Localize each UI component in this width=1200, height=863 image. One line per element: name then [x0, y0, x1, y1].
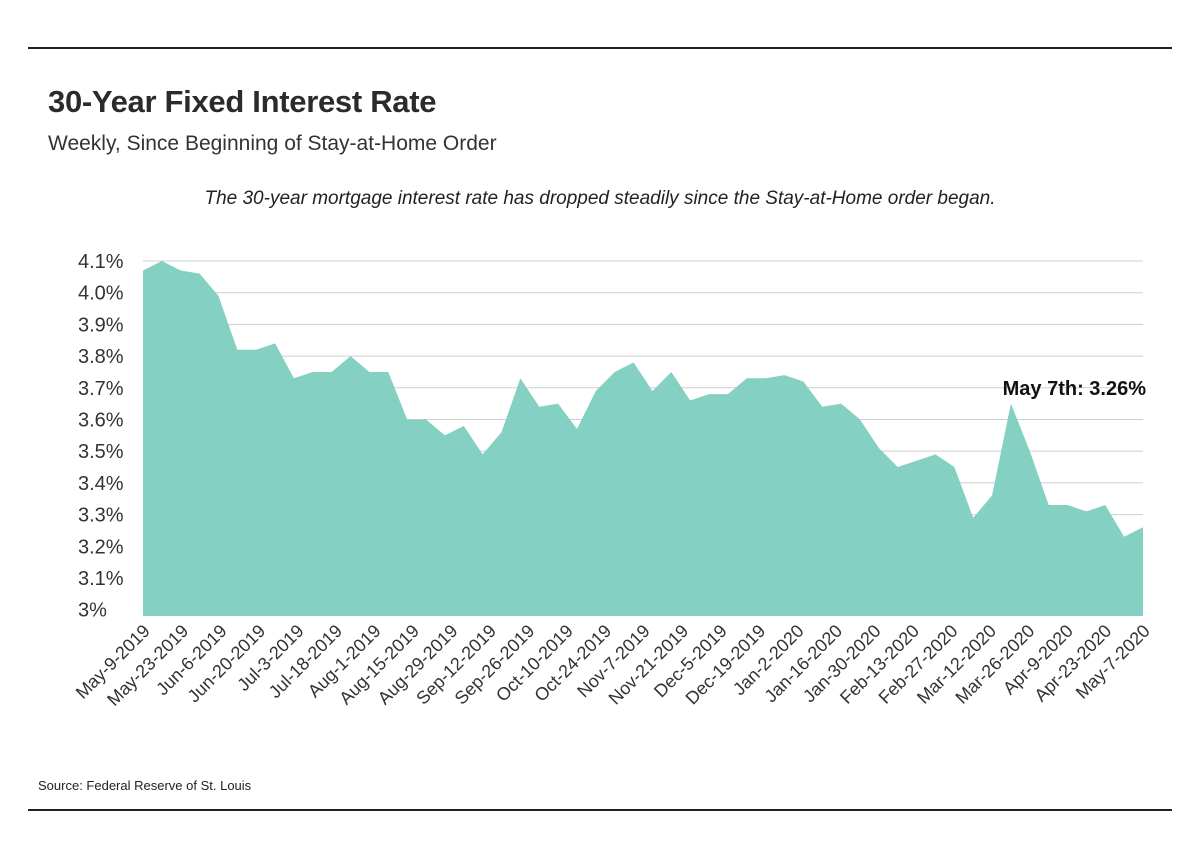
- latest-value-callout: May 7th: 3.26%: [1003, 378, 1147, 400]
- y-tick-label: 3.3%: [78, 505, 124, 527]
- y-tick-label: 4.1%: [78, 251, 124, 273]
- y-tick-label: 3.7%: [78, 378, 124, 400]
- y-tick-label: 3%: [78, 600, 107, 622]
- chart-annotation: The 30-year mortgage interest rate has d…: [204, 188, 996, 209]
- y-tick-label: 3.1%: [78, 568, 124, 590]
- source-note: Source: Federal Reserve of St. Louis: [38, 778, 252, 793]
- y-tick-label: 3.4%: [78, 473, 124, 495]
- rate-area: [143, 261, 1143, 616]
- y-tick-label: 3.5%: [78, 441, 124, 463]
- top-rule: [28, 47, 1172, 49]
- y-tick-label: 3.2%: [78, 536, 124, 558]
- bottom-rule: [28, 809, 1172, 811]
- chart-title: 30-Year Fixed Interest Rate: [48, 84, 437, 119]
- x-axis-ticks: May-9-2019May-23-2019Jun-6-2019Jun-20-20…: [72, 621, 1154, 710]
- chart-subtitle: Weekly, Since Beginning of Stay-at-Home …: [48, 132, 497, 155]
- y-tick-label: 3.6%: [78, 409, 124, 431]
- y-axis-ticks: 3% 3.1% 3.2% 3.3% 3.4% 3.5% 3.6% 3.7% 3.8% 3.9% 4.…: [78, 251, 124, 622]
- y-tick-label: 4.0%: [78, 283, 124, 305]
- y-tick-label: 3.8%: [78, 346, 124, 368]
- area-chart: 3% 3.1% 3.2% 3.3% 3.4% 3.5% 3.6% 3.7% 3.8% 3.9% 4.…: [72, 251, 1154, 710]
- y-tick-label: 3.9%: [78, 314, 124, 336]
